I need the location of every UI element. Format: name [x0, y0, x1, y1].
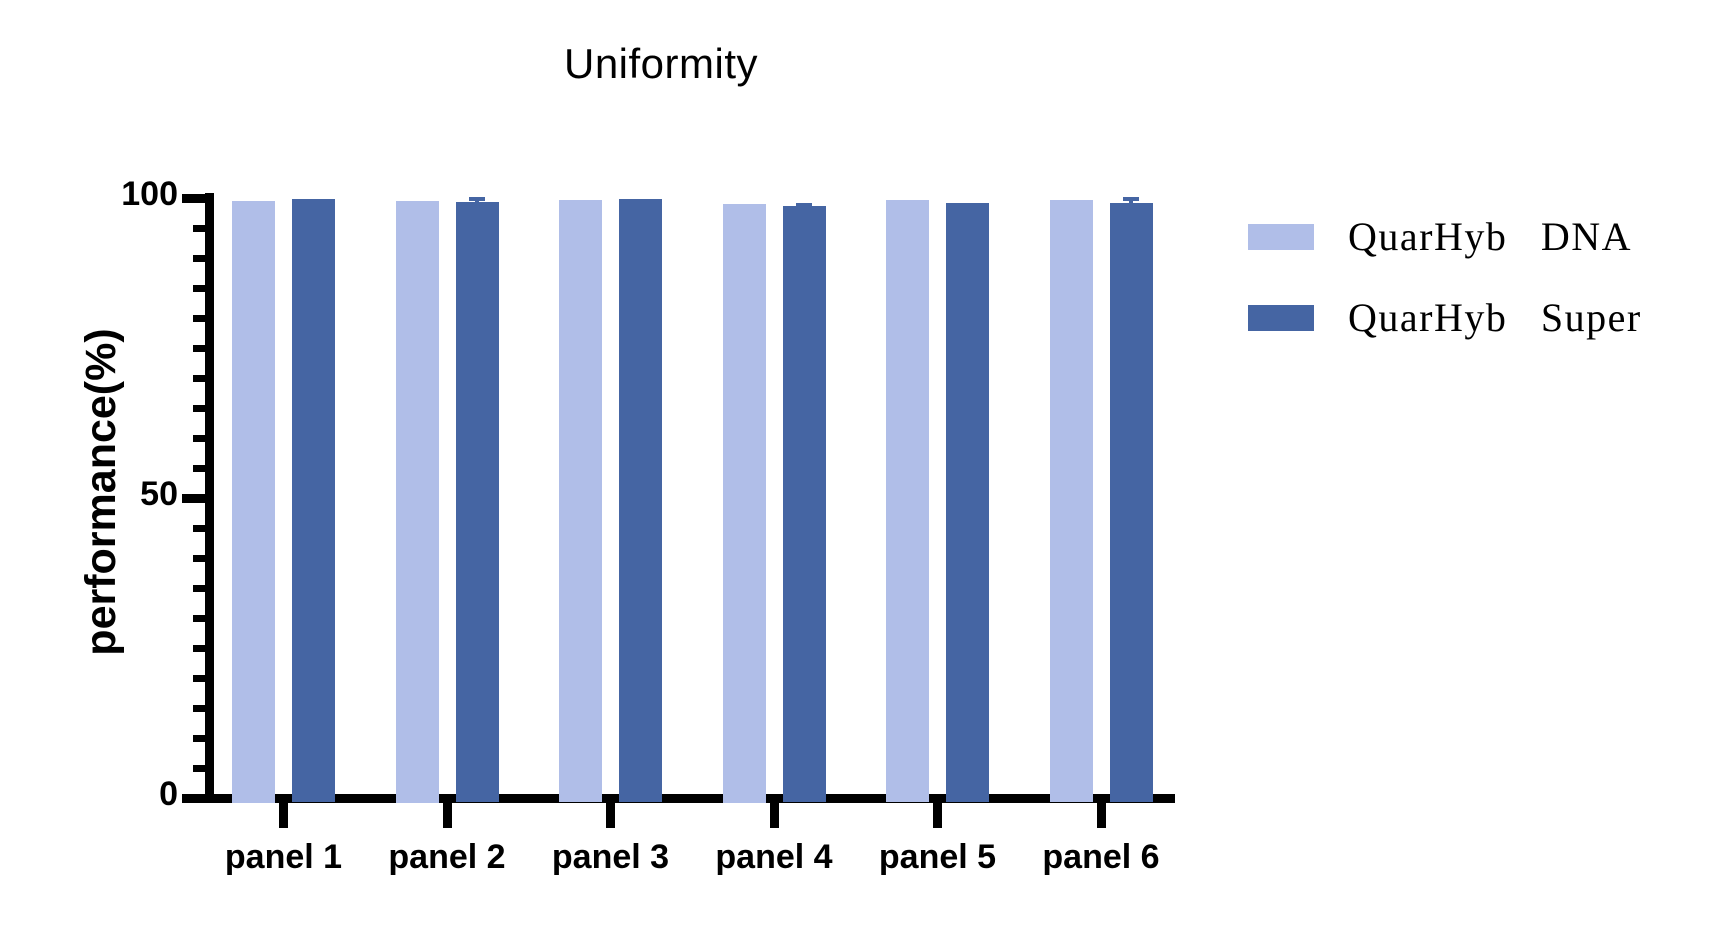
x-tick-label-3: panel 3: [551, 838, 670, 876]
x-tick-4: [769, 803, 779, 828]
legend-swatch-quarhyb-super: [1248, 305, 1314, 331]
bar-quarhyb-dna-panel-2: [395, 201, 439, 803]
y-major-tick-100: [182, 193, 205, 203]
x-tick-label-6: panel 6: [1042, 838, 1160, 876]
bar-quarhyb-super-panel-6: [1109, 202, 1153, 803]
chart-title: Uniformity: [563, 40, 759, 87]
y-minor-tick-90: [193, 254, 205, 262]
y-minor-tick-40: [193, 554, 205, 562]
x-tick-1: [279, 803, 288, 828]
y-minor-tick-70: [193, 374, 205, 382]
x-tick-label-1: panel 1: [224, 838, 343, 876]
x-tick-label-5: panel 5: [878, 838, 997, 876]
y-major-tick-50: [182, 493, 205, 503]
y-minor-tick-10: [193, 734, 205, 742]
x-tick-3: [606, 803, 615, 828]
bar-quarhyb-dna-panel-5: [886, 199, 929, 803]
y-minor-tick-15: [193, 704, 205, 712]
y-minor-tick-85: [193, 284, 205, 292]
y-minor-tick-60: [193, 434, 205, 442]
y-minor-tick-95: [193, 224, 205, 232]
error-bar-cap-quarhyb-super-panel-2: [469, 197, 485, 202]
y-minor-tick-5: [193, 764, 205, 772]
x-tick-2: [442, 803, 452, 828]
x-tick-5: [933, 803, 942, 828]
y-minor-tick-25: [193, 644, 205, 652]
legend-label-quarhyb-dna: QuarHyb DNA: [1348, 214, 1633, 259]
error-bar-cap-quarhyb-super-panel-4: [796, 202, 812, 207]
legend-label-quarhyb-super: QuarHyb Super: [1348, 295, 1642, 340]
bar-quarhyb-super-panel-4: [782, 205, 826, 803]
bar-quarhyb-super-panel-5: [946, 202, 989, 803]
bar-quarhyb-dna-panel-3: [559, 200, 602, 803]
y-major-tick-0: [182, 793, 205, 803]
bar-quarhyb-super-panel-2: [455, 202, 499, 803]
y-minor-tick-45: [193, 524, 205, 532]
error-bar-cap-quarhyb-super-panel-6: [1123, 196, 1139, 201]
y-minor-tick-65: [193, 404, 205, 412]
y-tick-label-50: 50: [140, 475, 178, 513]
bar-quarhyb-super-panel-3: [619, 199, 662, 803]
y-minor-tick-75: [193, 344, 205, 352]
x-tick-label-4: panel 4: [715, 838, 833, 876]
y-tick-label-100: 100: [121, 175, 178, 213]
y-axis-line: [205, 193, 214, 803]
y-minor-tick-30: [193, 614, 205, 622]
bar-quarhyb-super-panel-1: [292, 199, 335, 803]
y-minor-tick-55: [193, 464, 205, 472]
y-minor-tick-20: [193, 674, 205, 682]
y-minor-tick-80: [193, 314, 205, 322]
legend-swatch-quarhyb-dna: [1248, 224, 1314, 250]
x-axis-line: [196, 794, 1175, 803]
bar-quarhyb-dna-panel-6: [1049, 199, 1093, 803]
bar-quarhyb-dna-panel-4: [722, 204, 766, 803]
bar-quarhyb-dna-panel-1: [232, 201, 275, 803]
x-tick-6: [1096, 803, 1106, 828]
y-tick-label-0: 0: [159, 775, 178, 813]
y-minor-tick-35: [193, 584, 205, 592]
x-tick-label-2: panel 2: [388, 838, 506, 876]
